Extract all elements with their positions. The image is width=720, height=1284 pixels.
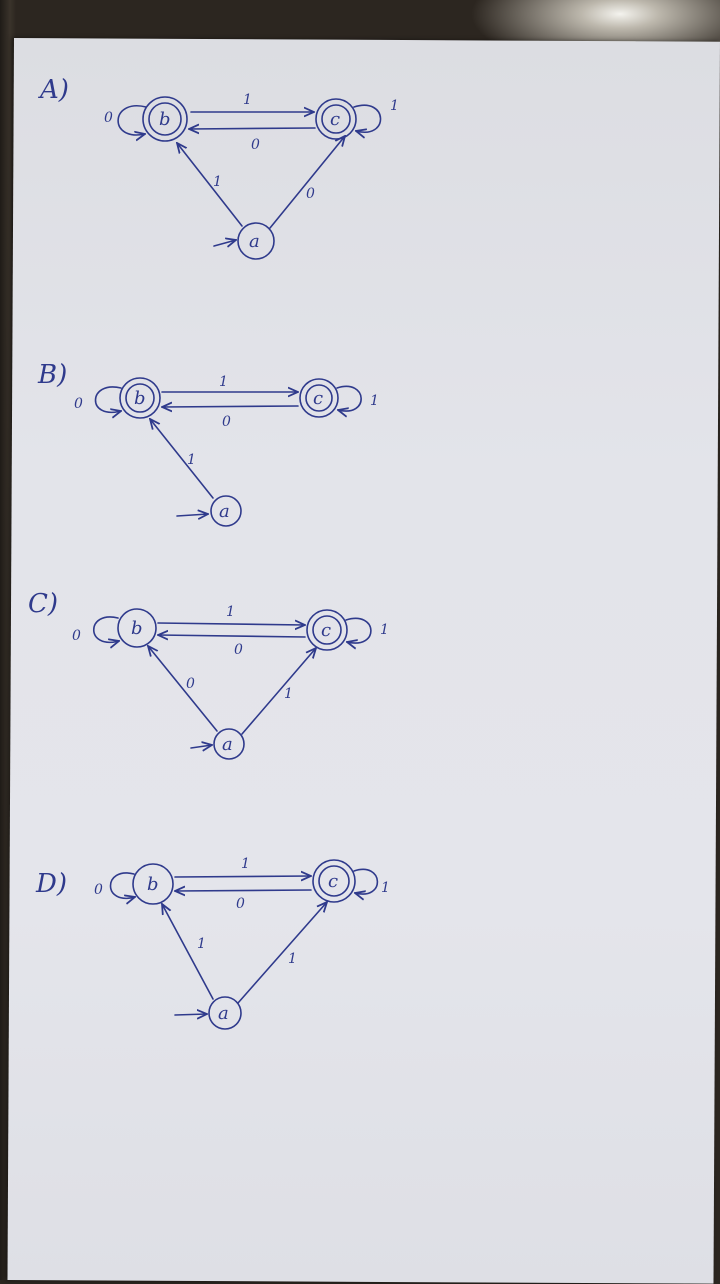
diagram-c-edge-a-b-label: 0 <box>186 676 195 692</box>
diagram-b-label: B) <box>37 360 67 390</box>
diagram-d-edge-a-c-label: 1 <box>288 951 297 967</box>
diagram-c-edge-b-c <box>157 623 305 625</box>
diagram-d-edge-a-c <box>237 902 327 1004</box>
diagram-c-edge-a-b <box>148 646 218 732</box>
diagram-d-state-c: c <box>312 859 356 903</box>
diagram-b-loop-b-label: 0 <box>74 396 83 412</box>
diagram-b-edge-c-b-label: 0 <box>222 414 231 430</box>
diagram-d-start-arrow <box>174 1014 207 1015</box>
diagram-d-edge-b-c-label: 1 <box>241 856 250 872</box>
diagram-c-loop-c <box>346 617 372 643</box>
diagram-b-state-c-label: c <box>313 388 323 409</box>
diagram-d-edge-b-c <box>174 876 311 877</box>
diagram-a-start-arrow <box>213 240 236 246</box>
diagram-c-edge-b-c-label: 1 <box>226 604 235 620</box>
diagram-b-state-b-label: b <box>134 388 146 409</box>
diagram-a-edge-a-c-label: 0 <box>306 186 315 202</box>
diagram-a-edge-b-c-label: 1 <box>243 92 252 108</box>
diagram-c-state-a: a <box>213 728 245 760</box>
diagram-a-state-c-label: c <box>330 109 340 130</box>
diagram-a-state-a-label: a <box>249 231 260 252</box>
diagram-d-edge-c-b-label: 0 <box>236 896 245 912</box>
diagram-a-edge-c-b <box>189 128 316 129</box>
diagram-d-edge-a-b <box>162 904 214 1000</box>
diagram-b-loop-c <box>337 385 362 411</box>
diagram-b-state-c: c <box>299 378 339 418</box>
diagram-d-label: D) <box>35 869 67 899</box>
diagram-c-state-b: b <box>117 608 157 648</box>
diagram-a-label: A) <box>38 75 69 105</box>
diagram-b-start-arrow <box>176 514 208 516</box>
diagram-c-loop-b-label: 0 <box>72 628 81 644</box>
diagram-d-loop-b <box>109 872 136 898</box>
diagram-c-state-c-label: c <box>321 620 331 641</box>
diagram-c-edge-a-c <box>241 648 316 735</box>
diagram-a-edge-a-b-label: 1 <box>213 174 222 190</box>
diagram-a-loop-b-label: 0 <box>104 110 113 126</box>
diagram-d-loop-c-label: 1 <box>381 880 390 896</box>
diagram-a-state-b: b <box>142 96 188 142</box>
diagram-a-state-a: a <box>237 222 275 260</box>
diagram-a: A) b c a 1 0 0 1 1 0 <box>38 75 399 260</box>
diagram-b-edge-b-c-label: 1 <box>219 374 228 390</box>
diagram-a-edge-a-b <box>177 143 243 227</box>
diagram-d-edge-c-b <box>175 890 312 891</box>
diagram-b-edge-a-b-label: 1 <box>187 452 196 468</box>
diagram-b-edge-a-b <box>150 419 214 499</box>
diagram-b-edge-c-b <box>162 406 299 407</box>
diagram-b-state-a: a <box>210 495 242 527</box>
diagram-c-loop-c-label: 1 <box>380 622 389 638</box>
diagram-a-loop-b <box>117 104 146 135</box>
diagram-a-edge-c-b-label: 0 <box>251 137 260 153</box>
diagram-c-edge-a-c-label: 1 <box>284 686 293 702</box>
diagram-c: C) b c a 1 0 0 1 0 1 <box>28 589 389 760</box>
diagram-c-state-a-label: a <box>222 734 233 755</box>
diagram-d: D) b c a 1 0 0 1 1 1 <box>35 856 390 1030</box>
diagram-d-state-a: a <box>208 996 242 1030</box>
diagram-a-loop-c <box>353 104 382 132</box>
diagram-a-loop-c-label: 1 <box>390 98 399 114</box>
diagram-a-edge-a-c <box>269 136 345 229</box>
diagram-d-state-c-label: c <box>328 871 338 892</box>
diagram-b-state-a-label: a <box>219 501 230 522</box>
diagram-b-state-b: b <box>119 377 161 419</box>
diagram-d-state-b: b <box>132 863 174 905</box>
diagram-a-state-c: c <box>315 98 357 140</box>
diagram-c-edge-c-b <box>158 635 306 637</box>
diagram-d-state-a-label: a <box>218 1003 229 1024</box>
diagram-a-state-b-label: b <box>159 109 171 130</box>
diagram-b-loop-b <box>94 386 121 412</box>
diagram-d-loop-b-label: 0 <box>94 882 103 898</box>
diagram-b-loop-c-label: 1 <box>370 393 379 409</box>
diagram-d-edge-a-b-label: 1 <box>197 936 206 952</box>
diagram-c-start-arrow <box>190 745 212 748</box>
diagram-c-state-b-label: b <box>131 618 143 639</box>
diagram-c-label: C) <box>28 589 58 619</box>
diagram-c-state-c: c <box>306 609 348 651</box>
diagram-d-state-b-label: b <box>147 874 159 895</box>
diagram-c-loop-b <box>93 616 119 642</box>
diagram-b: B) b c a 1 0 0 1 1 <box>37 360 379 527</box>
diagram-c-edge-c-b-label: 0 <box>234 642 243 658</box>
diagram-d-loop-c <box>354 868 379 894</box>
